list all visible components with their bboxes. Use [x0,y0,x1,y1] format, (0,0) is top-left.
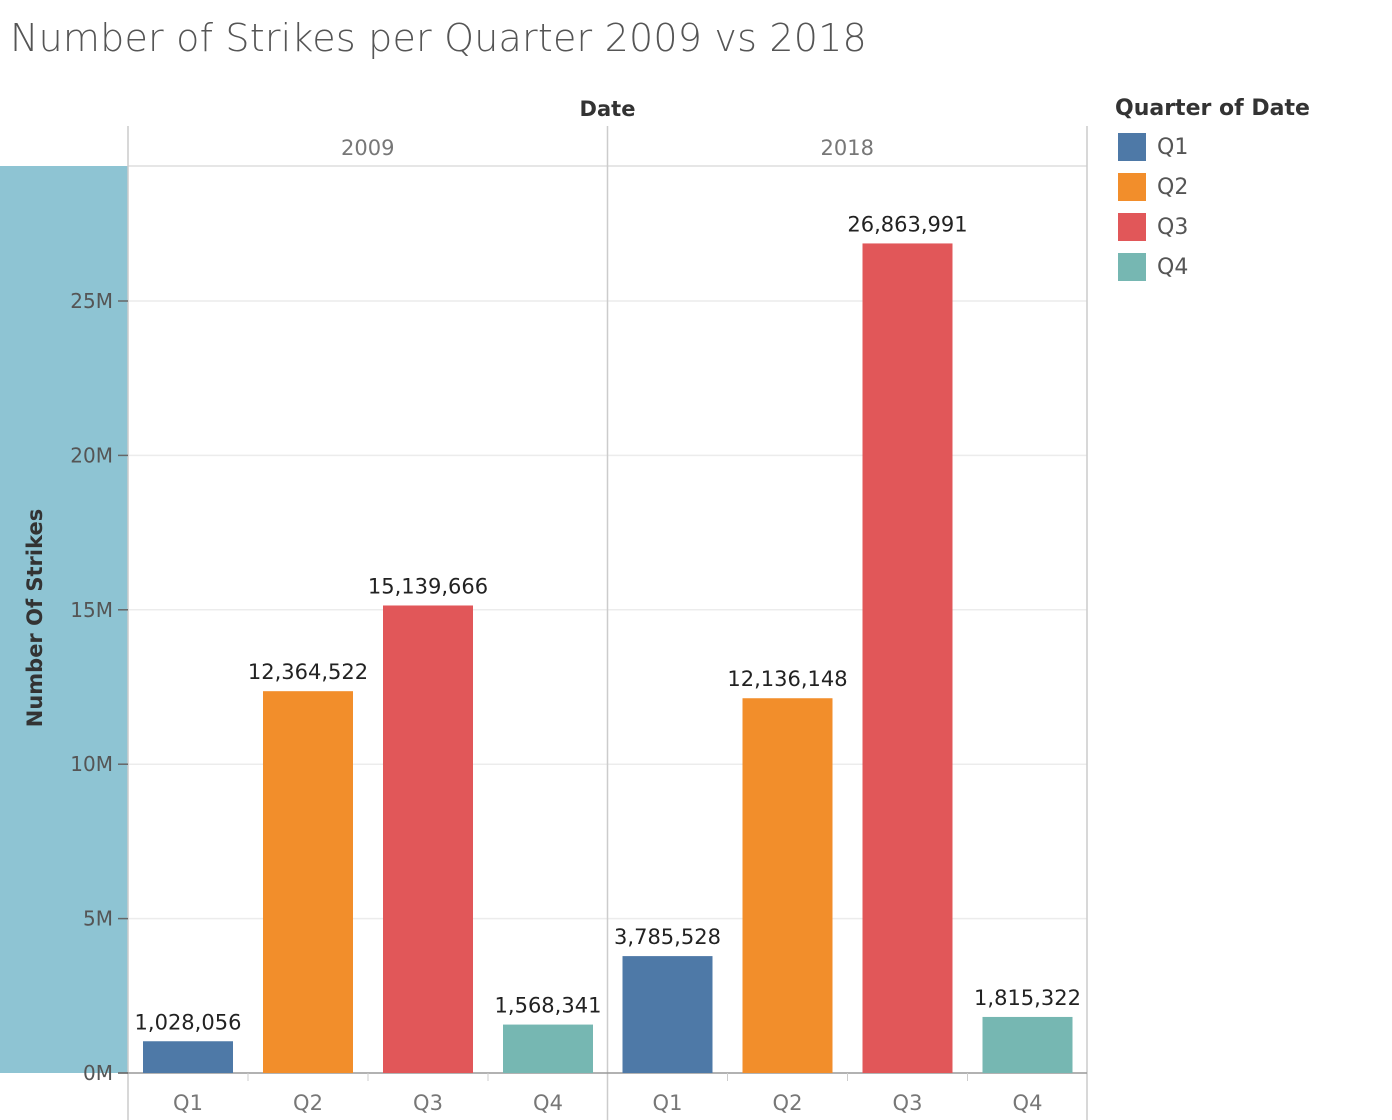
y-tick-label: 25M [70,289,113,313]
legend-swatch-q4 [1118,253,1146,281]
x-tick-label-2009-q4: Q4 [533,1091,563,1115]
legend-swatch-q3 [1118,213,1146,241]
bar-2009-q4 [503,1024,593,1073]
bar-2018-q2 [742,698,833,1073]
panel-header-2018: 2018 [821,136,874,160]
bar-2009-q1 [143,1041,233,1073]
x-tick-label-2009-q2: Q2 [293,1091,323,1115]
legend-swatch-q1 [1118,133,1146,161]
data-label-2009-q4: 1,568,341 [495,994,602,1018]
data-label-2009-q2: 12,364,522 [248,660,368,684]
x-tick-label-2009-q3: Q3 [413,1091,443,1115]
y-tick-label: 5M [83,907,113,931]
panel-header-2009: 2009 [341,136,394,160]
y-axis-title: Number Of Strikes [23,509,47,728]
data-label-2009-q1: 1,028,056 [135,1010,242,1034]
x-tick-label-2018-q1: Q1 [653,1091,683,1115]
data-label-2018-q2: 12,136,148 [727,667,847,691]
y-axis-band [0,166,128,1073]
y-tick-label: 15M [70,598,113,622]
chart-title: Number of Strikes per Quarter 2009 vs 20… [10,16,867,60]
legend: Quarter of Date Q1 Q2 Q3 Q4 [1115,96,1385,287]
legend-label-q2: Q2 [1157,174,1189,200]
data-label-2018-q1: 3,785,528 [614,925,721,949]
x-tick-label-2009-q1: Q1 [173,1091,203,1115]
x-tick-label-2018-q3: Q3 [893,1091,923,1115]
x-tick-label-2018-q4: Q4 [1013,1091,1043,1115]
data-label-2018-q4: 1,815,322 [974,986,1081,1010]
data-label-2018-q3: 26,863,991 [847,212,967,236]
bar-2018-q4 [982,1016,1073,1073]
bar-2009-q3 [383,605,473,1073]
y-tick-label: 10M [70,752,113,776]
column-header: Date [580,97,636,121]
legend-item-q2[interactable]: Q2 [1115,167,1385,207]
legend-swatch-q2 [1118,173,1146,201]
y-tick-label: 0M [83,1061,113,1085]
bar-2018-q3 [862,243,953,1074]
legend-item-q4[interactable]: Q4 [1115,247,1385,287]
legend-label-q4: Q4 [1157,254,1189,280]
bar-2009-q2 [263,691,353,1073]
bar-2018-q1 [622,956,713,1073]
x-tick-label-2018-q2: Q2 [773,1091,803,1115]
y-tick-label: 20M [70,443,113,467]
legend-label-q3: Q3 [1157,214,1189,240]
legend-item-q1[interactable]: Q1 [1115,127,1385,167]
legend-label-q1: Q1 [1157,134,1189,160]
legend-item-q3[interactable]: Q3 [1115,207,1385,247]
legend-title: Quarter of Date [1115,96,1310,121]
data-label-2009-q3: 15,139,666 [368,574,488,598]
